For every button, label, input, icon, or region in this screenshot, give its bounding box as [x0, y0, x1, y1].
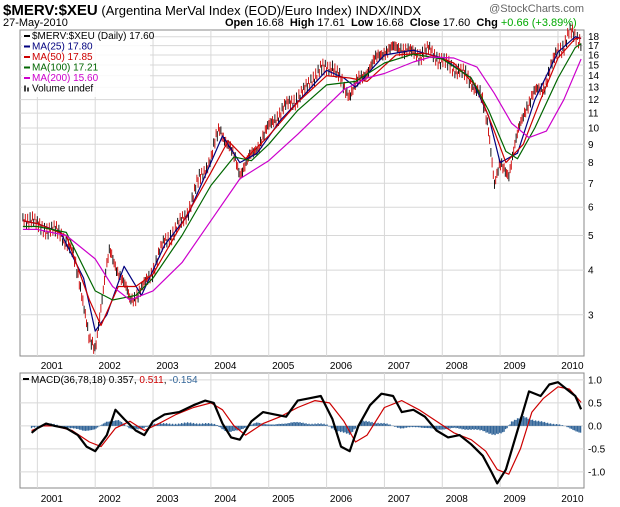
macd-x-tick-label: 2003: [156, 494, 179, 505]
price-legend-box: [22, 31, 150, 97]
price-y-tick-label: 15: [588, 61, 600, 72]
price-x-tick-label: 2001: [41, 361, 64, 372]
price-x-tick-label: 2002: [99, 361, 122, 372]
ma100-line: [22, 43, 582, 301]
macd-y-tick-label: -1.0: [588, 467, 606, 478]
chart-date: 27-May-2010: [3, 17, 68, 29]
price-x-tick-label: 2010: [561, 361, 584, 372]
macd-legend-sep: ,: [164, 375, 170, 386]
close-label: Close: [409, 17, 440, 29]
symbol-text: $MERV:$XEU: [3, 2, 98, 19]
ma100-legend-label: MA(100) 17.21: [32, 63, 99, 74]
price-x-tick-label: 2004: [214, 361, 237, 372]
price-y-tick-label: 7: [588, 179, 594, 190]
price-x-tick-label: 2007: [388, 361, 411, 372]
ma50-line: [22, 37, 582, 327]
price-y-tick-label: 4: [588, 266, 594, 277]
low-value: 16.68: [376, 17, 404, 29]
price-y-tick-label: 5: [588, 231, 594, 242]
price-x-tick-label: 2006: [330, 361, 353, 372]
open-label: Open: [225, 17, 254, 29]
macd-x-tick-label: 2009: [503, 494, 526, 505]
high-label: High: [289, 17, 315, 29]
price-y-tick-label: 11: [588, 109, 599, 120]
macd-line: [30, 381, 583, 485]
macd-x-tick-label: 2010: [561, 494, 584, 505]
ma50-legend-label: MA(50) 17.85: [32, 52, 93, 63]
price-y-tick-label: 13: [588, 83, 600, 94]
macd-y-tick-label: 1.0: [588, 375, 602, 386]
price-legend-label: $MERV:$XEU (Daily) 17.60: [32, 31, 155, 42]
macd-x-tick-label: 2001: [41, 494, 64, 505]
price-y-tick-label: 8: [588, 158, 594, 169]
exchange-text: INDX/INDX: [355, 3, 422, 18]
price-y-tick-label: 16: [588, 51, 600, 62]
price-y-tick-label: 3: [588, 310, 594, 321]
price-y-tick-label: 9: [588, 140, 594, 151]
price-y-tick-label: 12: [588, 95, 600, 106]
price-y-tick-label: 17: [588, 41, 600, 52]
ma200-line: [22, 56, 582, 301]
chg-label: Chg: [476, 17, 498, 29]
signal-legend-label: 0.511: [139, 375, 164, 386]
volume-legend-label: Volume undef: [32, 84, 93, 95]
macd-x-tick-label: 2005: [272, 494, 295, 505]
ma25-legend-label: MA(25) 17.80: [32, 42, 93, 53]
price-y-tick-label: 10: [588, 123, 600, 134]
low-label: Low: [351, 17, 374, 29]
ohlc-readout: Open 16.68 High 17.61 Low 16.68 Close 17…: [225, 17, 577, 29]
open-value: 16.68: [256, 17, 284, 29]
macd-x-tick-label: 2002: [99, 494, 122, 505]
macd-y-tick-label: 0.5: [588, 398, 602, 409]
ma200-legend-label: MA(200) 15.60: [32, 73, 99, 84]
price-x-tick-label: 2008: [446, 361, 469, 372]
high-value: 17.61: [317, 17, 345, 29]
chart-title: $MERV:$XEU (Argentina MerVal Index (EOD)…: [3, 2, 421, 19]
price-x-tick-label: 2005: [272, 361, 295, 372]
symbol-description: (Argentina MerVal Index (EOD)/Euro Index…: [101, 3, 352, 18]
price-panel: 2001 2002 2003 2004 2005 2006 2007 2008 2009 2010…: [19, 23, 600, 372]
price-x-tick-label: 2009: [503, 361, 526, 372]
price-y-tick-label: 18: [588, 32, 600, 43]
macd-legend-text: MACD(36,78,18) 0.357, 0.511, -0.154: [31, 375, 198, 386]
stockcharts-watermark: @StockCharts.com: [489, 3, 584, 15]
macd-panel: 2001 2002 2003 2004 2005 2006 2007 2008 2009 2010…: [19, 372, 606, 505]
price-y-tick-label: 14: [588, 71, 600, 82]
hist-legend-label: -0.154: [169, 375, 198, 386]
macd-x-tick-label: 2004: [214, 494, 237, 505]
close-value: 17.60: [442, 17, 471, 29]
macd-legend-label: MACD(36,78,18) 0.357,: [31, 375, 139, 386]
price-y-tick-label: 6: [588, 203, 594, 214]
macd-x-tick-label: 2006: [330, 494, 353, 505]
volume-legend-icon: [24, 85, 26, 92]
macd-x-tick-label: 2008: [446, 494, 469, 505]
volume-legend-icon: [27, 87, 29, 92]
macd-x-tick-label: 2007: [388, 494, 411, 505]
macd-y-tick-label: -0.5: [588, 444, 606, 455]
macd-y-tick-label: 0.0: [588, 421, 602, 432]
price-x-tick-label: 2003: [156, 361, 179, 372]
chg-value: +0.66 (+3.89%): [500, 17, 577, 29]
